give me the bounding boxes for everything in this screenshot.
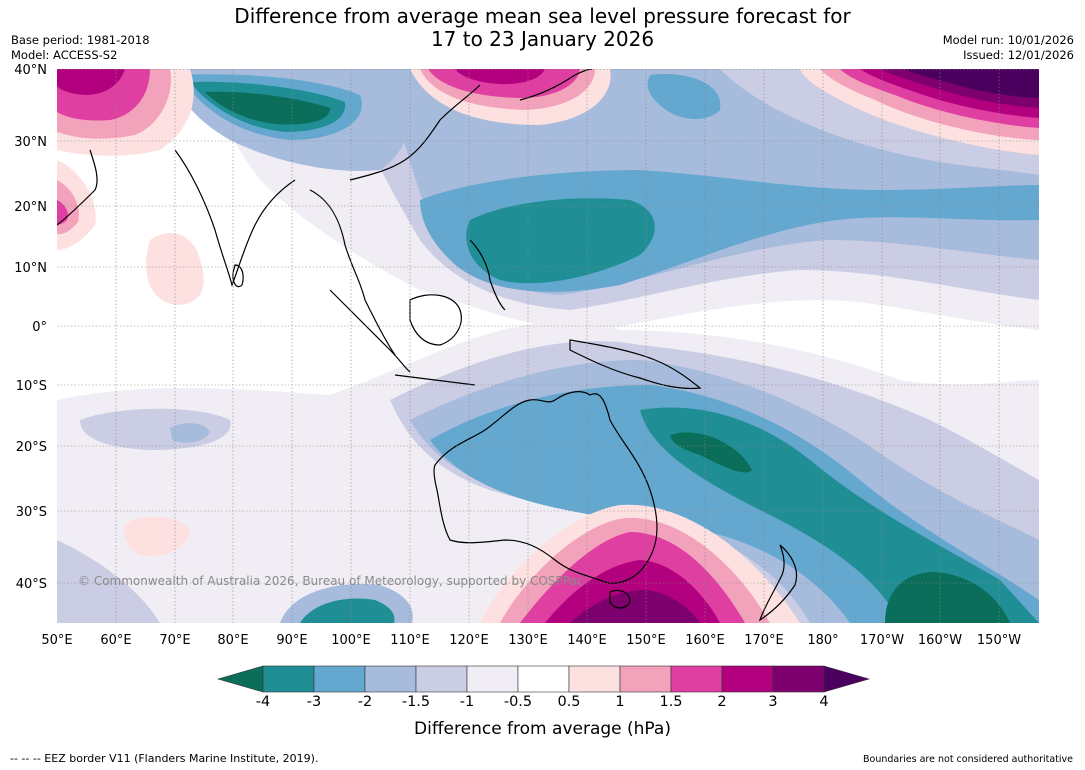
colorbar-tick-label: -2 [357, 694, 373, 710]
lon-label: 150°W [977, 633, 1021, 648]
lon-label: 60°E [100, 633, 131, 648]
anomaly-region-negative-indian-3 [57, 540, 160, 623]
colorbar-tick-label: 1 [615, 694, 625, 710]
anomaly-region-positive-tasman-5 [570, 590, 700, 623]
issued-label: Issued: 12/01/2026 [963, 48, 1074, 62]
lon-label: 150°E [626, 633, 666, 648]
graticule [57, 69, 1039, 623]
lon-label: 130°E [508, 633, 548, 648]
lat-label: 20°S [16, 440, 47, 455]
lat-label: 30°N [14, 135, 47, 150]
anomaly-region-negative-south-6 [670, 432, 752, 473]
anomaly-region-positive-west-asia-4 [57, 69, 125, 95]
colorbar-segment [415, 665, 468, 693]
colorbar-segment [568, 665, 621, 693]
lat-label: 10°S [16, 379, 47, 394]
colorbar-tick-label: -1.5 [401, 694, 431, 710]
colorbar-segment [517, 665, 570, 693]
lat-label: 10°N [14, 261, 47, 276]
colorbar [216, 665, 871, 693]
colorbar-extend-low [216, 665, 264, 693]
lon-label: 170°W [860, 633, 904, 648]
anomaly-region-negative-north-6 [647, 74, 721, 120]
colorbar-tick-label: -3 [306, 694, 322, 710]
lon-label: 140°E [567, 633, 607, 648]
coastline-new-guinea [569, 339, 702, 390]
colorbar-title: Difference from average (hPa) [414, 719, 671, 739]
latitude-labels: 40°N 30°N 20°N 10°N 0° 10°S 20°S 30°S 40… [14, 63, 47, 592]
coastline-philippines [469, 239, 506, 311]
coastline-sri-lanka [232, 264, 244, 288]
lat-label: 20°N [14, 200, 47, 215]
anomaly-region-positive-north-pacific-6 [905, 69, 1039, 98]
longitude-labels: 50°E 60°E 70°E 80°E 90°E 100°E 110°E 120… [41, 633, 1021, 648]
lon-label: 120°E [449, 633, 489, 648]
copyright-notice: © Commonwealth of Australia 2026, Bureau… [78, 574, 584, 588]
anomaly-region-positive-south-indian [124, 516, 190, 557]
lon-label: 170°E [744, 633, 784, 648]
colorbar-segment [466, 665, 519, 693]
lat-label: 40°N [14, 63, 47, 78]
colorbar-tick-label: -4 [255, 694, 271, 710]
coastline-china [349, 84, 481, 181]
eez-border-note: -- -- -- EEZ border V11 (Flanders Marine… [10, 752, 319, 765]
colorbar-segment [364, 665, 417, 693]
colorbar-extend-high [823, 665, 871, 693]
colorbar-tick-label: 1.5 [659, 694, 683, 710]
lon-label: 70°E [159, 633, 190, 648]
colorbar-tick-label: -0.5 [503, 694, 533, 710]
lon-label: 100°E [331, 633, 371, 648]
lat-label: 0° [32, 320, 47, 335]
colorbar-tick-label: 4 [819, 694, 829, 710]
map-title-line2: 17 to 23 January 2026 [430, 27, 655, 51]
coastline-tasmania [609, 589, 631, 609]
anomaly-region-negative-indian-2 [170, 423, 210, 443]
colorbar-tick-label: 2 [717, 694, 727, 710]
anomaly-region-positive-japan-sea-4 [455, 69, 545, 85]
map-title-line1: Difference from average mean sea level p… [234, 4, 851, 28]
anomaly-region-negative-tibet-4 [205, 91, 330, 125]
coastline-borneo [409, 294, 462, 346]
coastline-australia [433, 391, 658, 584]
colorbar-tick-label: 0.5 [557, 694, 581, 710]
anomaly-region-negative-south-7 [885, 572, 1010, 623]
colorbar-tick-label: -1 [459, 694, 475, 710]
lon-label: 80°E [217, 633, 248, 648]
colorbar-segment [721, 665, 774, 693]
lon-label: 160°W [918, 633, 962, 648]
colorbar-tick-label: 3 [768, 694, 778, 710]
lon-label: 160°E [685, 633, 725, 648]
colorbar-tick-labels: -4 -3 -2 -1.5 -1 -0.5 0.5 1 1.5 2 3 4 [0, 694, 1085, 714]
lon-label: 90°E [276, 633, 307, 648]
colorbar-segment [772, 665, 825, 693]
coastline-sumatra [329, 289, 411, 373]
coastline-new-zealand [758, 544, 798, 622]
coastlines [57, 69, 798, 622]
lon-label: 110°E [390, 633, 430, 648]
lon-label: 180° [807, 633, 838, 648]
colorbar-segment [619, 665, 672, 693]
lat-label: 30°S [16, 505, 47, 520]
anomaly-region-negative-north-5 [466, 198, 655, 284]
colorbar-segment [262, 665, 315, 693]
coastline-india [174, 149, 296, 287]
pressure-anomaly-field [57, 69, 1039, 623]
model-label: Model: ACCESS-S2 [11, 48, 118, 62]
model-run-label: Model run: 10/01/2026 [942, 33, 1074, 47]
lon-label: 50°E [41, 633, 72, 648]
coastline-java [394, 374, 476, 386]
base-period-label: Base period: 1981-2018 [11, 33, 150, 47]
coastline-indochina [309, 189, 396, 356]
colorbar-segment [313, 665, 366, 693]
boundaries-disclaimer: Boundaries are not considered authoritat… [863, 754, 1073, 765]
lat-label: 40°S [16, 577, 47, 592]
coastline-arabia [57, 149, 98, 226]
colorbar-segment [670, 665, 723, 693]
anomaly-region-negative-indian-5 [300, 598, 395, 623]
